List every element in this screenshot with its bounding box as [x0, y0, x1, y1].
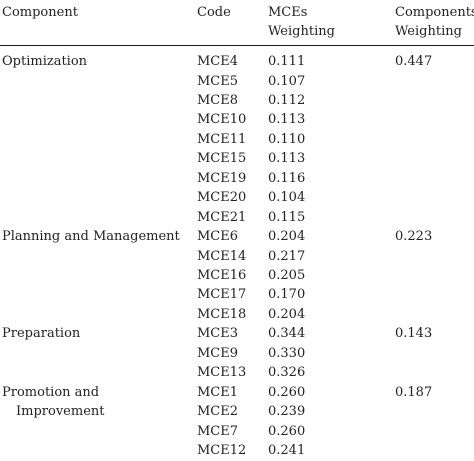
code-cell: MCE3	[197, 326, 239, 342]
component-weight-cell: 0.187	[395, 384, 433, 400]
mce-weight-cell: 0.104	[268, 190, 306, 206]
header-component: Component	[2, 5, 78, 20]
component-cell: Improvement	[16, 404, 105, 420]
code-cell: MCE14	[197, 248, 247, 264]
code-cell: MCE7	[197, 423, 239, 439]
mce-weight-cell: 0.260	[268, 384, 306, 400]
header-components-line1: Components	[395, 5, 474, 20]
mce-weight-cell: 0.217	[268, 248, 306, 264]
header-mces-line2: Weighting	[268, 24, 335, 39]
mce-weight-cell: 0.113	[268, 112, 306, 128]
mce-weight-cell: 0.344	[268, 326, 306, 342]
mce-weight-cell: 0.116	[268, 170, 306, 186]
component-weight-cell: 0.223	[395, 229, 433, 244]
mce-weight-cell: 0.204	[268, 229, 306, 244]
mce-weight-cell: 0.107	[268, 73, 306, 89]
code-cell: MCE11	[197, 131, 247, 147]
mce-weight-cell: 0.110	[268, 131, 306, 147]
code-cell: MCE1	[197, 384, 239, 400]
code-cell: MCE16	[197, 267, 247, 283]
component-weight-cell: 0.143	[395, 326, 433, 342]
component-cell: Planning and Management	[2, 229, 180, 244]
mce-weight-cell: 0.326	[268, 365, 306, 381]
mce-weight-cell: 0.205	[268, 267, 306, 283]
code-cell: MCE18	[197, 306, 247, 322]
code-cell: MCE6	[197, 229, 239, 244]
component-cell: Preparation	[2, 326, 81, 342]
code-cell: MCE13	[197, 365, 247, 381]
code-cell: MCE5	[197, 73, 239, 89]
code-cell: MCE2	[197, 404, 239, 420]
mce-weight-cell: 0.112	[268, 92, 306, 108]
mce-weight-cell: 0.115	[268, 209, 306, 225]
code-cell: MCE4	[197, 54, 239, 69]
code-cell: MCE9	[197, 345, 239, 361]
code-cell: MCE10	[197, 112, 247, 128]
mce-weight-cell: 0.170	[268, 287, 306, 303]
component-cell: Promotion and	[2, 384, 100, 400]
code-cell: MCE20	[197, 190, 247, 206]
code-cell: MCE21	[197, 209, 247, 225]
mce-weight-cell: 0.260	[268, 423, 306, 439]
header-rule	[0, 45, 474, 46]
mce-weight-cell: 0.330	[268, 345, 306, 361]
mce-weight-cell: 0.111	[268, 54, 306, 69]
code-cell: MCE17	[197, 287, 247, 303]
mce-weight-cell: 0.239	[268, 404, 306, 420]
header-code: Code	[197, 5, 231, 20]
code-cell: MCE15	[197, 151, 247, 167]
component-weight-cell: 0.447	[395, 54, 433, 69]
mce-weight-cell: 0.113	[268, 151, 306, 167]
code-cell: MCE12	[197, 443, 247, 458]
header-mces-line1: MCEs	[268, 5, 308, 20]
code-cell: MCE8	[197, 92, 239, 108]
mce-weight-cell: 0.241	[268, 443, 306, 458]
header-components-line2: Weighting	[395, 24, 462, 39]
code-cell: MCE19	[197, 170, 247, 186]
mce-weight-cell: 0.204	[268, 306, 306, 322]
component-cell: Optimization	[2, 54, 88, 69]
